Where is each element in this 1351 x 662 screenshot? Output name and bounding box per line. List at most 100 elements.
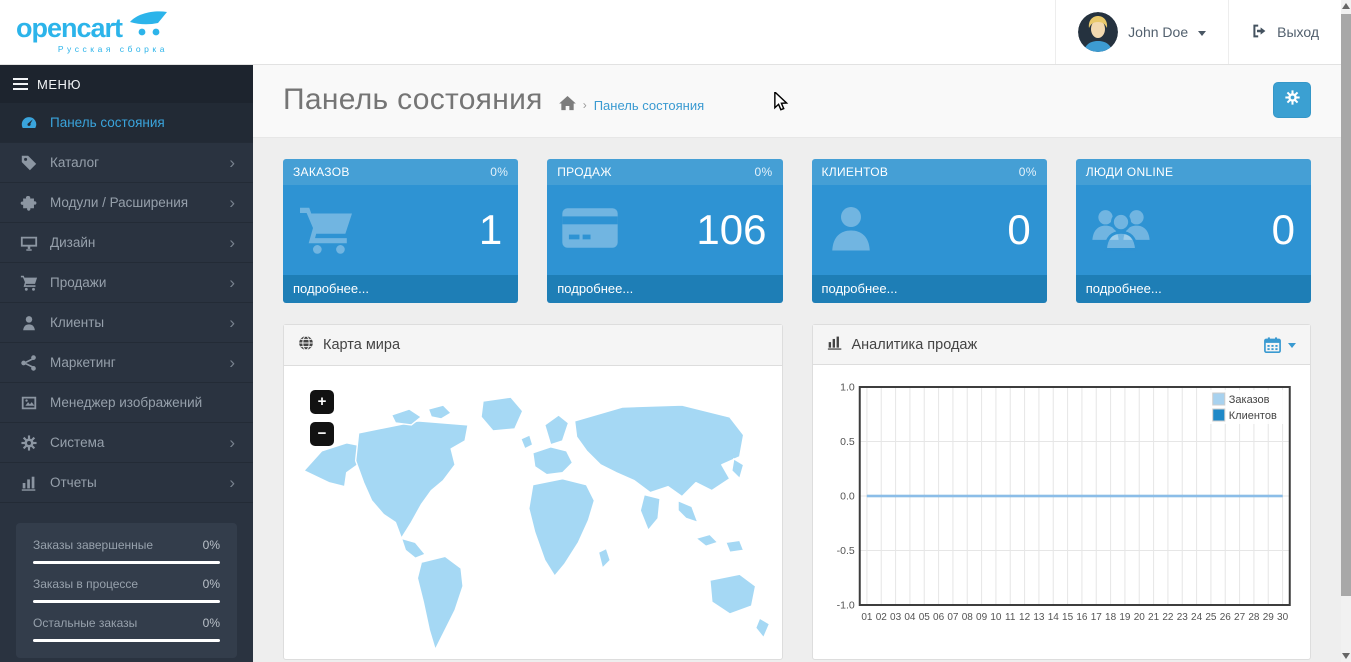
stat-orders-other: Остальные заказы 0% xyxy=(33,616,220,642)
logo[interactable]: opencart Русская сборка xyxy=(0,0,253,64)
tile-more-link[interactable]: подробнее... xyxy=(557,281,634,296)
sidebar-item-label: Панель состояния xyxy=(50,115,165,130)
sidebar-item-marketing[interactable]: Маркетинг › xyxy=(0,343,253,383)
stat-progress-bar xyxy=(33,561,220,564)
stat-orders-processing: Заказы в процессе 0% xyxy=(33,577,220,603)
svg-text:08: 08 xyxy=(961,612,973,623)
header-right: John Doe Выход xyxy=(1055,0,1341,64)
map-zoom-out-button[interactable]: − xyxy=(310,422,334,446)
sidebar-item-design[interactable]: Дизайн › xyxy=(0,223,253,263)
chevron-right-icon: › xyxy=(229,353,235,372)
chevron-right-icon: › xyxy=(229,193,235,212)
tile-title: КЛИЕНТОВ xyxy=(821,165,889,179)
breadcrumb-separator: › xyxy=(582,98,587,112)
tile-customers: КЛИЕНТОВ 0% 0 подробнее... xyxy=(811,159,1047,303)
gear-icon xyxy=(19,434,38,452)
stat-progress-bar xyxy=(33,639,220,642)
sidebar-item-dashboard[interactable]: Панель состояния xyxy=(0,103,253,143)
stat-value: 0% xyxy=(202,538,220,552)
sidebar-item-catalog[interactable]: Каталог › xyxy=(0,143,253,183)
chart-x-labels: 01 02 03 04 05 06 07 08 09 10 11 12 13 14 15 16 17 18 19 20… xyxy=(861,612,1288,623)
sidebar-item-customers[interactable]: Клиенты › xyxy=(0,303,253,343)
svg-text:07: 07 xyxy=(947,612,959,623)
tile-footer: подробнее... xyxy=(811,275,1047,303)
logout-label: Выход xyxy=(1277,24,1319,40)
scrollbar-down-arrow[interactable] xyxy=(1342,653,1350,659)
hamburger-icon xyxy=(13,77,28,91)
chart-grid xyxy=(859,386,1290,606)
chevron-right-icon: › xyxy=(229,313,235,332)
sidebar-item-image-manager[interactable]: Менеджер изображений xyxy=(0,383,253,423)
svg-text:01: 01 xyxy=(861,612,873,623)
tile-more-link[interactable]: подробнее... xyxy=(293,281,369,296)
svg-text:29: 29 xyxy=(1262,612,1274,623)
user-menu[interactable]: John Doe xyxy=(1055,0,1228,64)
sidebar-item-label: Система xyxy=(50,435,105,450)
user-icon xyxy=(826,202,876,259)
tile-title: ПРОДАЖ xyxy=(557,165,612,179)
tiles-row: ЗАКАЗОВ 0% 1 подробнее... ПРОДАЖ 0% xyxy=(283,159,1311,303)
tile-body: 0 xyxy=(1075,185,1311,275)
world-map[interactable] xyxy=(284,366,782,659)
sign-out-icon xyxy=(1251,23,1267,42)
share-icon xyxy=(19,354,38,372)
tile-footer: подробнее... xyxy=(1075,275,1311,303)
scrollbar-up-arrow[interactable] xyxy=(1342,3,1350,9)
avatar xyxy=(1078,12,1119,52)
vertical-scrollbar[interactable] xyxy=(1341,0,1351,662)
analytics-chart: 1.00.50.0-0.5-1.001 02 03 04 05 06 07 08 09 10 11 1… xyxy=(836,382,1291,623)
sales-analytics-panel: Аналитика продаж 1.0 0.5 0.0 -0.5 -1.0 01 02 03… xyxy=(811,324,1311,660)
sidebar-item-sales[interactable]: Продажи › xyxy=(0,263,253,303)
date-range-dropdown[interactable] xyxy=(1264,336,1296,353)
globe-icon xyxy=(298,335,314,355)
chart-plot-border xyxy=(858,386,1291,606)
credit-card-icon xyxy=(561,205,619,256)
svg-text:05: 05 xyxy=(918,612,930,623)
tile-footer: подробнее... xyxy=(547,275,783,303)
logout-button[interactable]: Выход xyxy=(1228,0,1341,64)
panels-row: Карта мира + − xyxy=(283,324,1311,660)
svg-text:19: 19 xyxy=(1119,612,1131,623)
map-zoom-in-button[interactable]: + xyxy=(310,390,334,414)
sidebar-item-extensions[interactable]: Модули / Расширения › xyxy=(0,183,253,223)
svg-text:11: 11 xyxy=(1005,612,1016,623)
scrollbar-thumb[interactable] xyxy=(1341,14,1351,596)
sidebar-item-system[interactable]: Система › xyxy=(0,423,253,463)
user-name: John Doe xyxy=(1128,24,1189,40)
svg-text:24: 24 xyxy=(1191,612,1203,623)
panel-title: Аналитика продаж xyxy=(851,336,978,353)
breadcrumb-link[interactable]: Панель состояния xyxy=(593,97,705,113)
stat-value: 0% xyxy=(202,577,220,591)
tile-title: ЛЮДИ ONLINE xyxy=(1085,165,1174,179)
chevron-right-icon: › xyxy=(229,273,235,292)
svg-text:13: 13 xyxy=(1033,612,1045,623)
home-icon[interactable] xyxy=(558,96,576,114)
svg-text:03: 03 xyxy=(890,612,902,623)
page-header: Панель состояния › Панель состояния xyxy=(253,65,1341,138)
tile-value: 0 xyxy=(1271,206,1295,253)
svg-text:12: 12 xyxy=(1019,612,1031,623)
tile-header: ЗАКАЗОВ 0% xyxy=(283,159,519,185)
svg-text:27: 27 xyxy=(1234,612,1246,623)
user-icon xyxy=(19,314,38,332)
sidebar-item-reports[interactable]: Отчеты › xyxy=(0,463,253,503)
settings-button[interactable] xyxy=(1273,82,1311,118)
tile-more-link[interactable]: подробнее... xyxy=(1085,281,1162,296)
tile-body: 1 xyxy=(283,185,519,275)
svg-text:02: 02 xyxy=(875,612,887,623)
menu-header[interactable]: МЕНЮ xyxy=(0,65,253,103)
chevron-right-icon: › xyxy=(229,153,235,172)
sidebar-item-label: Каталог xyxy=(50,155,100,170)
svg-text:28: 28 xyxy=(1248,612,1260,623)
tile-more-link[interactable]: подробнее... xyxy=(821,281,898,296)
tile-percent: 0% xyxy=(490,165,509,179)
dashboard-icon xyxy=(19,114,38,132)
logo-cart-icon xyxy=(128,10,168,42)
svg-text:20: 20 xyxy=(1133,612,1145,623)
svg-text:Заказов: Заказов xyxy=(1228,394,1269,406)
chart-legend: Заказов Клиентов xyxy=(1209,390,1286,424)
puzzle-icon xyxy=(19,194,38,212)
monitor-icon xyxy=(19,234,38,252)
sidebar-nav: Панель состояния Каталог › Модули / Расш… xyxy=(0,103,253,503)
chevron-right-icon: › xyxy=(229,473,235,492)
